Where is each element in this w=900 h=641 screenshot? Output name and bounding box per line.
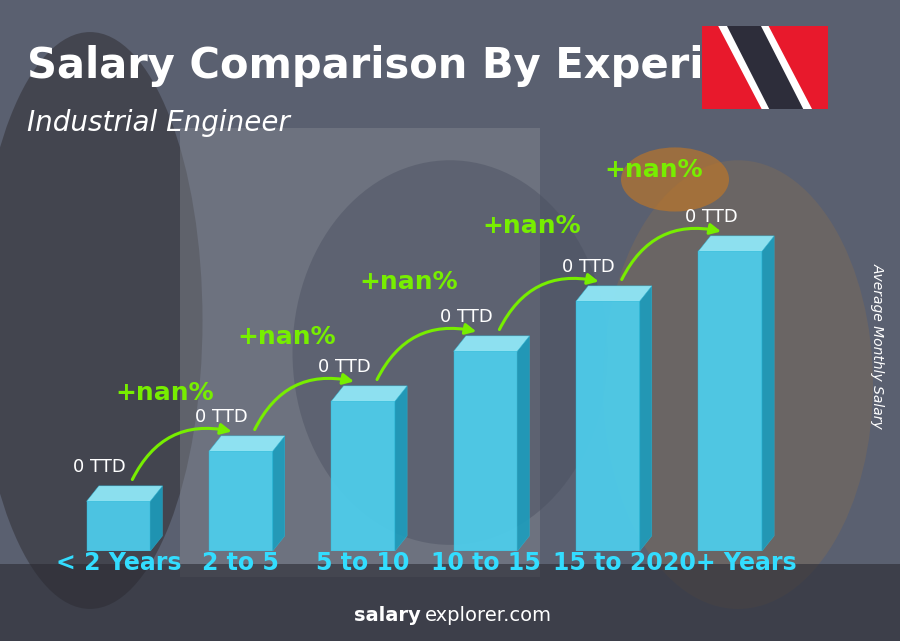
Polygon shape [576, 301, 640, 551]
Text: explorer.com: explorer.com [425, 606, 552, 625]
Text: 15 to 20: 15 to 20 [553, 551, 662, 575]
Text: +nan%: +nan% [115, 381, 213, 405]
Polygon shape [209, 436, 284, 451]
Ellipse shape [621, 147, 729, 212]
Ellipse shape [292, 160, 608, 545]
Text: 0 TTD: 0 TTD [440, 308, 492, 326]
Polygon shape [273, 436, 284, 551]
Polygon shape [331, 386, 407, 401]
Text: < 2 Years: < 2 Years [56, 551, 181, 575]
Polygon shape [698, 236, 774, 251]
Text: 0 TTD: 0 TTD [685, 208, 737, 226]
Polygon shape [640, 286, 652, 551]
Polygon shape [698, 251, 762, 551]
Text: 0 TTD: 0 TTD [318, 358, 371, 376]
Ellipse shape [603, 160, 873, 609]
Polygon shape [395, 386, 407, 551]
Text: 5 to 10: 5 to 10 [317, 551, 410, 575]
Polygon shape [518, 336, 529, 551]
Text: 0 TTD: 0 TTD [73, 458, 126, 476]
Text: Average Monthly Salary: Average Monthly Salary [870, 263, 885, 429]
Text: salary: salary [355, 606, 421, 625]
Polygon shape [726, 24, 804, 111]
Polygon shape [86, 501, 150, 551]
Bar [0, 564, 900, 641]
Bar [180, 128, 540, 577]
Polygon shape [150, 486, 162, 551]
Polygon shape [454, 336, 529, 351]
Polygon shape [331, 401, 395, 551]
Text: 20+ Years: 20+ Years [663, 551, 796, 575]
Text: Salary Comparison By Experience: Salary Comparison By Experience [27, 45, 814, 87]
Ellipse shape [0, 32, 202, 609]
Text: +nan%: +nan% [605, 158, 703, 182]
Text: 10 to 15: 10 to 15 [430, 551, 540, 575]
Polygon shape [209, 451, 273, 551]
Text: 0 TTD: 0 TTD [562, 258, 615, 276]
Polygon shape [576, 286, 652, 301]
Text: +nan%: +nan% [238, 326, 336, 349]
Text: +nan%: +nan% [360, 270, 458, 294]
Text: Industrial Engineer: Industrial Engineer [27, 109, 290, 137]
Polygon shape [454, 351, 518, 551]
Text: +nan%: +nan% [482, 214, 580, 238]
Text: 0 TTD: 0 TTD [195, 408, 248, 426]
Polygon shape [86, 486, 162, 501]
Polygon shape [762, 236, 774, 551]
Text: 2 to 5: 2 to 5 [202, 551, 279, 575]
Polygon shape [717, 24, 813, 111]
